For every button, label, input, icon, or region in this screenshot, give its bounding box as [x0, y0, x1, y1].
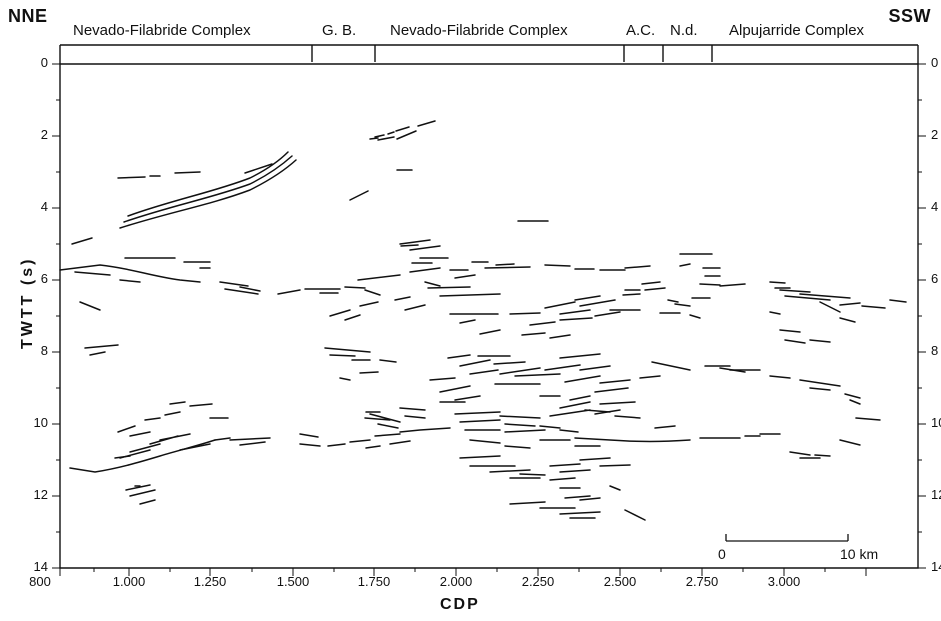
x-tick-label: 1.500 [276, 574, 310, 589]
plot-frame [59, 63, 919, 569]
unit-label-nevado-filabride-2: Nevado-Filabride Complex [390, 22, 568, 39]
unit-label-nd: N.d. [670, 22, 698, 39]
y-tick-label-left: 4 [40, 199, 48, 214]
direction-label-left: NNE [8, 6, 48, 26]
x-tick-label: 2.000 [439, 574, 473, 589]
x-tick-label: 2.750 [685, 574, 719, 589]
scale-bar-start-label: 0 [718, 546, 726, 562]
x-tick-label: 800 [29, 574, 51, 589]
x-tick-label: 1.000 [112, 574, 146, 589]
seismic-reflectors [59, 120, 907, 521]
y-tick-label-right: 2 [931, 127, 939, 142]
y-tick-label-right: 12 [931, 487, 941, 502]
x-tick-label: 2.500 [603, 574, 637, 589]
y-tick-label-left: 14 [33, 559, 48, 574]
x-tick-label: 1.250 [193, 574, 227, 589]
y-tick-label-right: 10 [931, 415, 941, 430]
y-axis-label: TWTT (s) [19, 256, 36, 349]
y-tick-label-right: 4 [931, 199, 939, 214]
y-tick-label-left: 8 [40, 343, 48, 358]
x-tick-label: 2.250 [521, 574, 555, 589]
unit-label-gb: G. B. [322, 22, 357, 39]
direction-label-right: SSW [888, 6, 931, 26]
y-tick-label-left: 6 [40, 271, 48, 286]
y-tick-label-left: 0 [40, 55, 48, 70]
scale-bar-end-label: 10 km [840, 546, 879, 562]
y-tick-label-right: 6 [931, 271, 939, 286]
unit-label-ac: A.C. [626, 22, 656, 39]
y-tick-label-left: 12 [33, 487, 48, 502]
x-tick-label: 1.750 [357, 574, 391, 589]
y-tick-label-right: 14 [931, 559, 941, 574]
y-tick-label-left: 2 [40, 127, 48, 142]
unit-label-nevado-filabride-1: Nevado-Filabride Complex [73, 22, 251, 39]
x-tick-label: 3.000 [767, 574, 801, 589]
y-tick-label-right: 8 [931, 343, 939, 358]
y-tick-label-left: 10 [33, 415, 48, 430]
x-axis-label: CDP [440, 596, 480, 613]
y-tick-label-right: 0 [931, 55, 939, 70]
unit-label-alpujarride: Alpujarride Complex [729, 22, 865, 39]
